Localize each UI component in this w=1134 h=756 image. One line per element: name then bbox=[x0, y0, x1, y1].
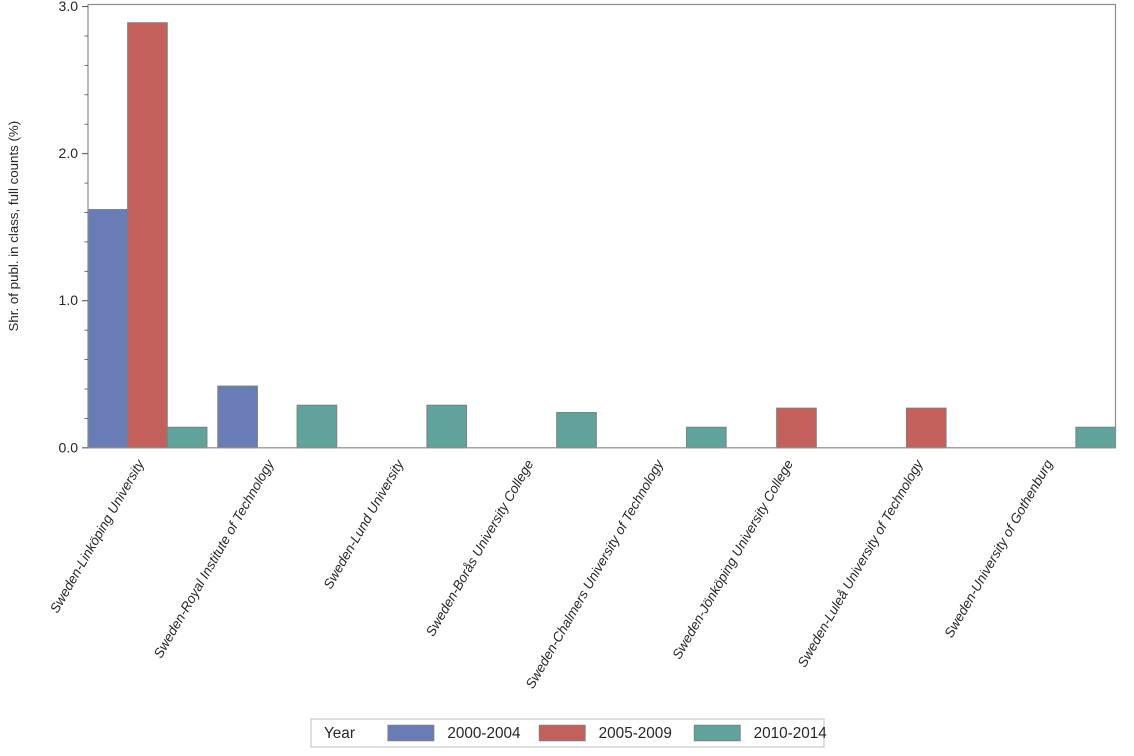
svg-text:2010-2014: 2010-2014 bbox=[754, 725, 828, 742]
svg-text:0.0: 0.0 bbox=[59, 439, 79, 455]
svg-text:Year: Year bbox=[324, 725, 355, 742]
svg-text:3.0: 3.0 bbox=[59, 0, 79, 14]
svg-text:2005-2009: 2005-2009 bbox=[599, 725, 672, 742]
svg-text:2000-2004: 2000-2004 bbox=[447, 725, 521, 742]
svg-text:1.0: 1.0 bbox=[59, 292, 79, 308]
svg-text:Shr. of publ. in class, full c: Shr. of publ. in class, full counts (%) bbox=[6, 121, 21, 332]
svg-text:2.0: 2.0 bbox=[59, 145, 79, 161]
